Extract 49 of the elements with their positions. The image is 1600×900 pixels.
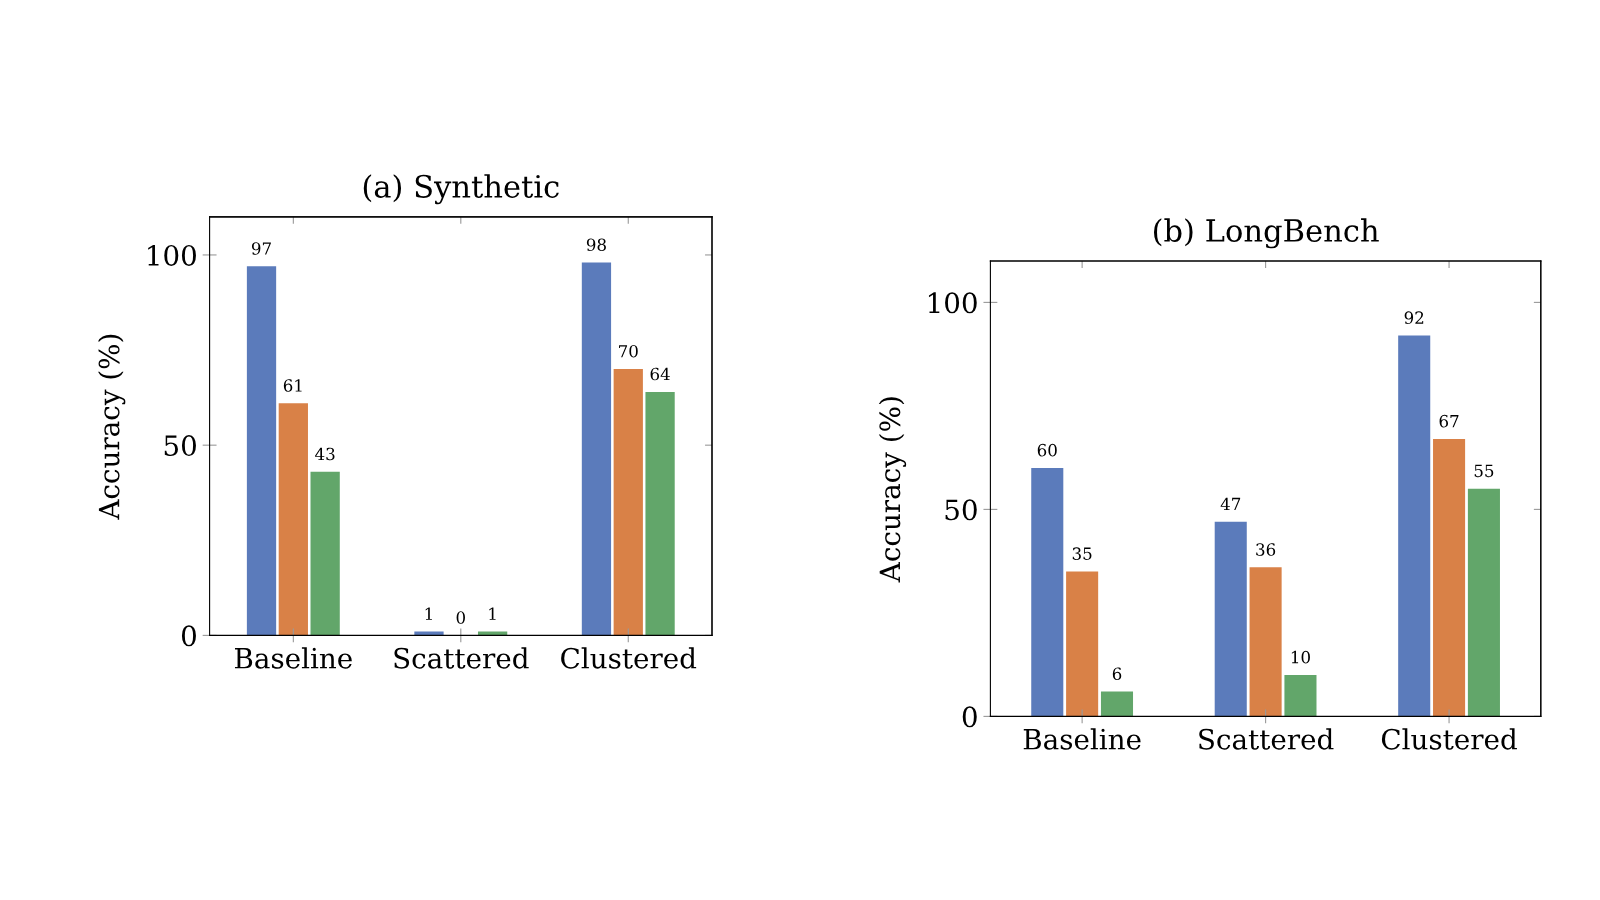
x-tick-label: Scattered — [1199, 728, 1334, 750]
data-label: 61 — [283, 379, 302, 392]
data-label: 36 — [1256, 543, 1276, 556]
bar — [1467, 488, 1500, 717]
x-tick-label: Clustered — [561, 647, 697, 669]
data-label: 10 — [1291, 650, 1310, 664]
data-label: 70 — [619, 344, 638, 358]
y-tick-label: 100 — [148, 244, 196, 266]
data-label: 92 — [1404, 311, 1424, 324]
data-label: 6 — [1112, 667, 1122, 680]
chart-title: (a) Synthetic — [363, 174, 559, 205]
y-tick-label: 50 — [945, 499, 977, 521]
bar — [1284, 675, 1317, 717]
data-label: 97 — [251, 242, 271, 255]
y-tick-label: 0 — [181, 625, 196, 647]
data-label: 1 — [425, 607, 432, 620]
y-axis-title: Accuracy (%) — [878, 397, 907, 583]
bar — [645, 391, 675, 636]
data-label: 64 — [650, 367, 670, 381]
bar — [613, 369, 643, 636]
bar — [1433, 439, 1466, 717]
bar — [1066, 571, 1099, 717]
bar — [1249, 567, 1282, 717]
y-tick-label: 50 — [164, 435, 196, 457]
bar — [1031, 468, 1064, 717]
data-label: 43 — [315, 447, 335, 461]
bar — [581, 262, 612, 636]
data-label: 98 — [586, 238, 606, 251]
bar — [1214, 521, 1247, 717]
data-label: 67 — [1439, 414, 1459, 428]
bar — [246, 266, 277, 636]
data-label: 35 — [1072, 547, 1092, 560]
bar — [1398, 335, 1431, 717]
x-tick-label: Baseline — [1023, 728, 1141, 750]
y-tick-label: 0 — [962, 706, 977, 728]
bar — [278, 403, 308, 636]
y-tick-label: 100 — [928, 292, 977, 314]
data-label: 60 — [1037, 443, 1057, 457]
x-tick-label: Baseline — [234, 647, 352, 669]
chart-title: (b) LongBench — [1153, 218, 1379, 249]
y-axis-title: Accuracy (%) — [98, 334, 126, 520]
bar — [1100, 691, 1134, 717]
data-label: 1 — [489, 607, 496, 620]
data-label: 0 — [456, 611, 465, 624]
data-label: 47 — [1220, 497, 1241, 511]
data-label: 55 — [1474, 464, 1494, 478]
x-tick-label: Clustered — [1381, 728, 1517, 750]
bar — [310, 471, 340, 636]
x-tick-label: Scattered — [394, 647, 529, 669]
